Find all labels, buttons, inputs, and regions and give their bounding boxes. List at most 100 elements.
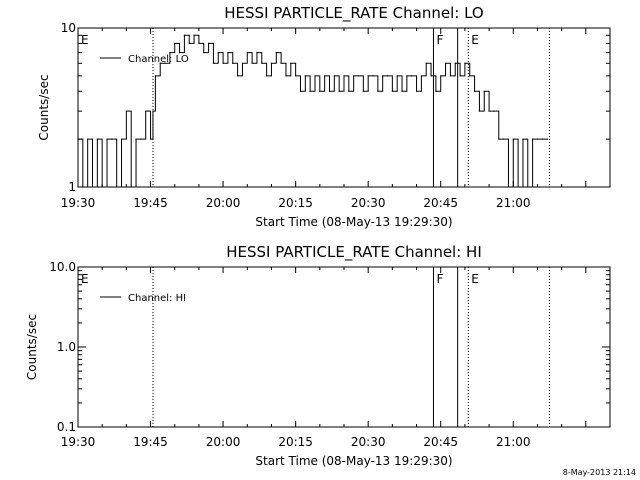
data-point bbox=[503, 138, 505, 140]
data-point bbox=[454, 62, 456, 64]
legend: Channel: HI bbox=[100, 293, 186, 304]
data-point bbox=[154, 75, 156, 77]
x-tick-label: 20:00 bbox=[206, 435, 241, 449]
data-point bbox=[411, 75, 413, 77]
data-point bbox=[77, 138, 79, 140]
x-axis-label: Start Time (08-May-13 19:29:30) bbox=[255, 454, 452, 468]
data-point bbox=[430, 75, 432, 77]
data-point bbox=[232, 62, 234, 64]
data-point bbox=[125, 110, 127, 112]
marker-label: E bbox=[471, 33, 479, 47]
data-point bbox=[473, 90, 476, 92]
data-point bbox=[212, 62, 215, 64]
data-point bbox=[517, 186, 519, 188]
data-point bbox=[178, 52, 181, 54]
data-point bbox=[353, 75, 355, 77]
data-point bbox=[106, 138, 108, 140]
data-point bbox=[324, 75, 326, 77]
data-point bbox=[246, 52, 248, 54]
data-point bbox=[270, 62, 273, 64]
timestamp-footer: 8-May-2013 21:14 bbox=[563, 468, 636, 477]
data-point bbox=[217, 52, 219, 54]
chart-panel-1: HESSI PARTICLE_RATE Channel: LO 19:30 19:4… bbox=[37, 4, 611, 229]
x-tick-label: 20:45 bbox=[423, 196, 458, 210]
data-point bbox=[266, 75, 268, 77]
y-axis-label: Counts/sec bbox=[25, 314, 39, 380]
data-point bbox=[96, 138, 98, 140]
data-point bbox=[449, 75, 451, 77]
data-point bbox=[237, 75, 239, 77]
x-tick-label: 20:30 bbox=[351, 196, 386, 210]
data-point bbox=[546, 138, 548, 140]
data-point bbox=[188, 42, 190, 45]
data-point bbox=[101, 186, 103, 188]
y-axis-label: Counts/sec bbox=[37, 74, 51, 140]
y-tick-label: 0.1 bbox=[57, 420, 76, 434]
data-point bbox=[348, 90, 350, 92]
y-axis: 0.1 1.0 10.0 bbox=[49, 260, 610, 434]
x-tick-label: 20:45 bbox=[423, 435, 458, 449]
data-point bbox=[203, 52, 205, 54]
chart-panel-2: HESSI PARTICLE_RATE Channel: HI 19:30 19:4… bbox=[25, 243, 611, 468]
data-point bbox=[464, 62, 466, 64]
data-point bbox=[406, 75, 408, 77]
data-point bbox=[420, 75, 422, 77]
x-tick-label: 21:00 bbox=[496, 435, 531, 449]
data-point bbox=[309, 90, 311, 92]
data-point bbox=[299, 90, 302, 92]
legend: Channel: LO bbox=[100, 54, 189, 65]
data-point bbox=[120, 138, 123, 140]
marker-label: F bbox=[436, 272, 443, 286]
data-point bbox=[198, 42, 200, 45]
data-point bbox=[386, 75, 389, 77]
x-tick-label: 20:15 bbox=[278, 435, 313, 449]
data-point bbox=[193, 34, 195, 36]
data-point bbox=[367, 75, 369, 77]
data-point bbox=[290, 62, 292, 64]
marker-label: E bbox=[471, 272, 479, 286]
marker-label: F bbox=[436, 33, 443, 47]
data-point bbox=[164, 62, 166, 64]
data-point bbox=[444, 62, 447, 64]
data-point bbox=[382, 75, 384, 77]
legend-label: Channel: HI bbox=[128, 293, 186, 304]
data-point bbox=[338, 90, 340, 92]
plot-frame bbox=[77, 27, 611, 188]
x-tick-label: 19:45 bbox=[133, 196, 168, 210]
data-point bbox=[319, 90, 321, 92]
data-point bbox=[478, 110, 481, 112]
data-point bbox=[285, 75, 287, 77]
marker-label: E bbox=[81, 272, 89, 286]
data-point bbox=[532, 138, 534, 140]
data-point bbox=[343, 75, 345, 77]
data-point bbox=[512, 138, 514, 140]
data-point bbox=[135, 138, 137, 140]
data-point bbox=[275, 52, 277, 54]
x-tick-label: 21:00 bbox=[496, 196, 531, 210]
data-point bbox=[391, 90, 393, 92]
data-point bbox=[261, 62, 263, 64]
data-point bbox=[251, 62, 253, 64]
data-point bbox=[159, 62, 161, 64]
x-tick-label: 19:45 bbox=[133, 435, 168, 449]
data-point bbox=[256, 52, 258, 54]
data-point bbox=[116, 186, 118, 188]
x-tick-label: 20:15 bbox=[278, 196, 313, 210]
x-axis-label: Start Time (08-May-13 19:29:30) bbox=[255, 215, 452, 229]
series-line-1 bbox=[78, 34, 549, 188]
data-point bbox=[111, 138, 113, 140]
data-point bbox=[130, 186, 132, 188]
x-tick-label: 20:30 bbox=[351, 435, 386, 449]
data-point bbox=[87, 138, 89, 140]
data-point bbox=[227, 52, 229, 54]
data-point bbox=[169, 52, 171, 54]
data-point bbox=[536, 138, 539, 140]
y-tick-label: 10 bbox=[61, 21, 76, 35]
data-point bbox=[149, 138, 152, 140]
data-point bbox=[174, 42, 176, 45]
data-point bbox=[541, 138, 543, 140]
chart-title: HESSI PARTICLE_RATE Channel: LO bbox=[224, 4, 483, 23]
data-point bbox=[280, 62, 282, 64]
